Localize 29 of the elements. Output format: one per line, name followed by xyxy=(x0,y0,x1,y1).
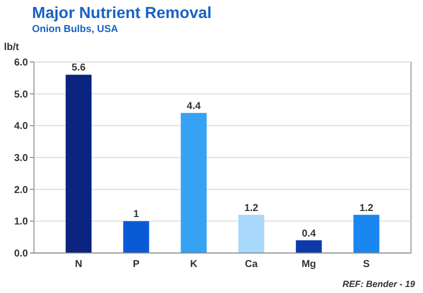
data-label: 1 xyxy=(133,209,140,220)
y-tick-label: 4.0 xyxy=(14,121,28,132)
chart-title: Major Nutrient Removal xyxy=(32,5,212,22)
y-axis-title: lb/t xyxy=(4,42,20,53)
data-label: 5.6 xyxy=(72,62,86,74)
x-tick-label: Ca xyxy=(244,259,258,270)
data-label: 1.2 xyxy=(359,202,374,214)
x-tick-label: P xyxy=(132,259,140,270)
x-tick-label: S xyxy=(363,259,370,270)
data-label: 4.4 xyxy=(186,100,202,112)
y-tick-label: 1.0 xyxy=(14,216,28,228)
y-tick-label: 6.0 xyxy=(14,58,28,68)
y-tick-label: 2.0 xyxy=(14,184,28,196)
chart-subtitle: Onion Bulbs, USA xyxy=(32,24,118,35)
text: REF: Bender - 19 xyxy=(342,279,415,289)
y-tick-label: 3.0 xyxy=(14,153,28,164)
x-tick-label: Mg xyxy=(302,259,316,270)
bar xyxy=(123,221,150,253)
bar xyxy=(353,214,380,253)
data-label: 0.4 xyxy=(302,228,316,240)
bar xyxy=(66,74,92,253)
bar xyxy=(296,240,322,253)
y-tick-label: 0.0 xyxy=(14,248,28,260)
bar xyxy=(238,214,264,253)
data-label: 1.2 xyxy=(244,202,259,214)
x-tick-label: N xyxy=(74,259,82,270)
bar xyxy=(180,112,207,253)
y-tick-label: 5.0 xyxy=(14,89,28,100)
x-tick-label: K xyxy=(190,259,198,270)
